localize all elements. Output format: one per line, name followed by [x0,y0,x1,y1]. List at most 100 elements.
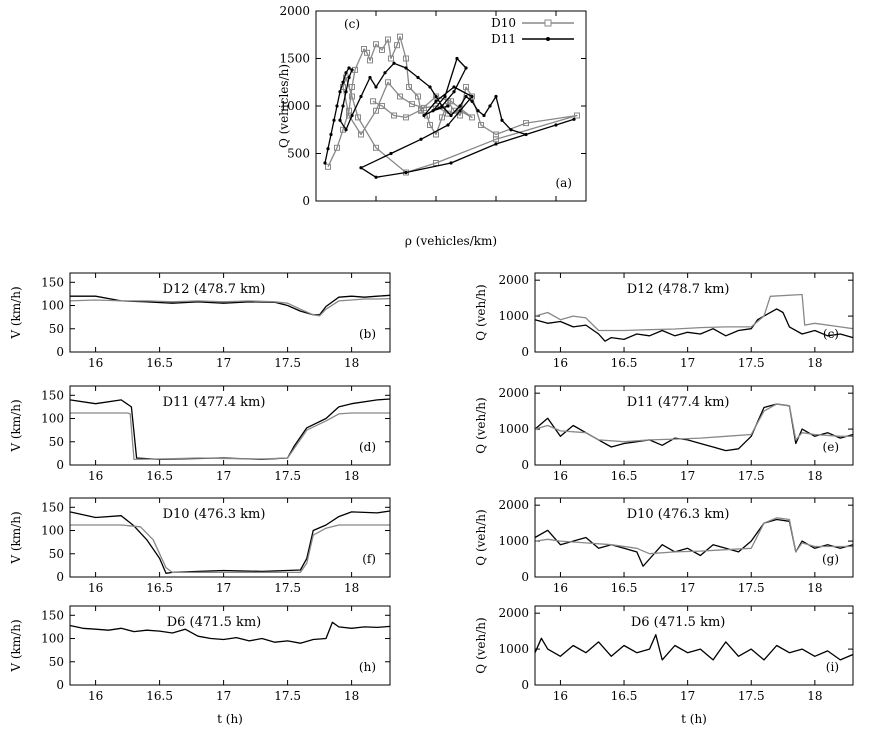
x-tick-label: 18 [344,581,359,595]
y-tick-label: 1000 [498,309,529,323]
data-point-square [418,106,424,113]
panel-title: D12 (478.7 km) [163,282,266,297]
y-tick-label: 1000 [279,99,310,113]
y-tick-label: 50 [49,655,64,669]
data-point-dot [341,80,345,84]
data-point-dot [359,166,363,170]
x-tick-label: 17 [216,581,231,595]
data-point-square [394,42,400,49]
data-point-dot [458,104,462,108]
data-point-square [433,93,439,100]
x-tick-label: 17.5 [274,689,301,703]
data-point-square [439,114,445,121]
y-tick-label: 100 [41,412,64,426]
plot-frame [534,385,854,466]
plot-frame [69,497,391,578]
x-tick-label: 18 [807,356,822,370]
x-tick-label: 17.5 [738,581,765,595]
y-tick-label: 0 [521,458,529,472]
plot-frame [534,605,854,686]
series-line-1 [70,524,390,574]
x-tick-label: 16 [88,469,103,483]
data-point-dot [464,94,468,99]
x-tick-label: 16.5 [611,581,638,595]
y-tick-label: 1000 [498,642,529,656]
panel-label: (i) [826,660,839,674]
x-tick-label: 16.5 [611,469,638,483]
panel-label: (e) [823,440,839,454]
data-point-square [379,46,385,53]
data-point-dot [500,118,504,122]
data-point-dot [389,151,393,156]
data-point-dot [470,94,474,99]
data-point-dot [434,94,438,99]
data-point-dot [326,147,330,151]
data-point-square [427,122,433,128]
x-tick-label: 17 [680,469,695,483]
plot-frame [534,497,854,578]
data-point-square [409,101,415,108]
y-tick-label: 1000 [498,534,529,548]
data-point-dot [335,104,339,108]
data-point-dot [449,113,453,118]
data-point-dot [440,104,444,108]
data-point-dot [350,113,354,118]
x-tick-label: 16 [553,356,568,370]
data-point-square [445,110,451,117]
plot-frame [315,10,587,202]
x-tick-label: 17 [216,689,231,703]
y-axis-title: V (km/h) [9,286,23,339]
y-tick-label: 100 [41,632,64,646]
data-point-dot [323,161,327,165]
chart-panel-i: 16 16.5 17 17.5 18 0 1000 2000 D6 (471.5 km) (i) Q… [474,605,854,726]
data-point-square [373,107,379,114]
data-point-square [385,36,391,43]
y-tick-label: 50 [49,547,64,561]
plot-frame [69,272,391,353]
legend-label-d11: D11 [491,32,516,46]
y-tick-label: 150 [41,500,64,514]
x-tick-label: 17.5 [738,689,765,703]
x-tick-label: 16 [553,469,568,483]
x-tick-label: 16 [88,689,103,703]
y-axis-title: Q (veh/h) [474,509,488,565]
y-axis-title: V (km/h) [9,511,23,564]
x-axis-title: t (h) [217,712,243,726]
y-tick-label: 0 [521,678,529,692]
data-point-square [379,103,385,109]
data-point-dot [488,104,492,108]
y-tick-label: 0 [56,678,64,692]
x-axis-title: ρ (vehicles/km) [405,234,497,248]
data-point-square [457,107,463,114]
x-tick-label: 16.5 [611,689,638,703]
data-point-dot [329,132,333,137]
x-tick-label: 16.5 [146,469,173,483]
data-point-dot [464,66,468,70]
panel-label: (g) [822,552,839,566]
data-point-square [373,144,379,151]
series-line-1 [534,293,854,332]
series-line-0 [534,308,854,342]
x-tick-label: 17 [216,356,231,370]
data-point-square [373,41,379,48]
data-point-dot [374,85,378,89]
data-point-square [493,136,499,143]
data-point-square [355,114,361,121]
y-tick-label: 0 [56,570,64,584]
chart-panel-h: 16 16.5 17 17.5 18 0 50 100 150 D6 (471.5 km) (h) V… [9,605,391,726]
plot-frame [69,605,391,686]
x-tick-label: 16 [553,581,568,595]
x-tick-label: 17.5 [738,469,765,483]
x-tick-label: 17.5 [274,581,301,595]
x-tick-label: 18 [807,581,822,595]
data-point-dot [404,66,408,70]
data-point-dot [404,170,408,175]
data-point-square [385,79,391,86]
y-axis-title: Q (veh/h) [474,284,488,340]
data-point-dot [431,109,435,113]
x-tick-label: 18 [807,689,822,703]
y-tick-label: 1000 [498,422,529,436]
data-point-dot [509,128,513,132]
data-point-dot [455,56,459,61]
legend-label-d10: D10 [491,16,516,30]
